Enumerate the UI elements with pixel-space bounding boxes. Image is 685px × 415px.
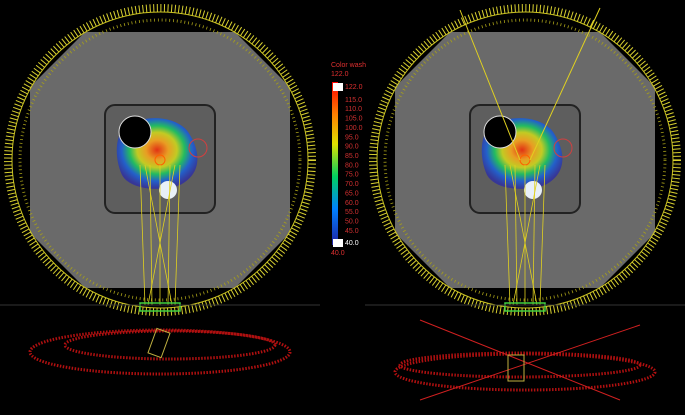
colorbar-tick-label: 110.0: [345, 106, 362, 113]
colorbar-tick-label: 80.0: [345, 162, 359, 169]
colorbar-tick-label: 90.0: [345, 144, 359, 151]
colorbar-tick-label: 115.0: [345, 97, 362, 104]
colorbar-tick-label: 75.0: [345, 172, 359, 179]
colorbar-tick-label: 100.0: [345, 125, 363, 132]
beam-lines: [459, 7, 601, 161]
colorbar-tick-label: 70.0: [345, 181, 359, 188]
colorbar-min-label: 40.0: [345, 240, 359, 247]
couch-left: [147, 327, 171, 359]
colorbar-tick-label: 60.0: [345, 200, 359, 207]
colorbar-tick-label: 85.0: [345, 153, 359, 160]
colorbar-title: Color wash: [331, 62, 366, 69]
colorbar-tick-label: 50.0: [345, 218, 359, 225]
colorbar-max-label: 122.0: [345, 84, 363, 91]
gantry-rings: [28, 328, 657, 392]
min-marker: [333, 239, 343, 247]
colorbar-tick-label: 55.0: [345, 209, 359, 216]
colorbar-tick-label: 65.0: [345, 190, 359, 197]
max-marker: [333, 83, 343, 91]
colorbar-tick-label: 105.0: [345, 116, 363, 123]
colorbar-top-label: 122.0: [331, 71, 349, 78]
colorbar-gradient: [332, 82, 338, 245]
colorbar-tick-label: 45.0: [345, 228, 359, 235]
right-view: [365, 0, 685, 312]
arc-lines: [419, 319, 641, 401]
colorbar: Color wash 122.0 122.0 40.0 40.0 115.0 11…: [331, 62, 366, 257]
couch-right: [507, 354, 525, 382]
colorbar-tick-label: 95.0: [345, 134, 359, 141]
colorbar-bottom-label: 40.0: [331, 250, 345, 257]
left-view: [0, 0, 320, 312]
